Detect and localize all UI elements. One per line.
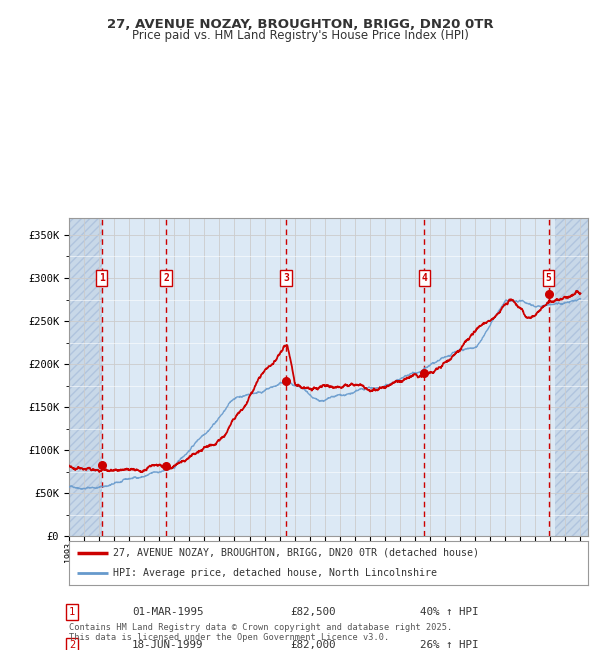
- Text: £82,500: £82,500: [290, 606, 336, 617]
- Text: 26% ↑ HPI: 26% ↑ HPI: [420, 640, 479, 650]
- Text: 5: 5: [545, 273, 551, 283]
- Bar: [69, 218, 81, 536]
- Text: £82,000: £82,000: [290, 640, 336, 650]
- Text: 40% ↑ HPI: 40% ↑ HPI: [420, 606, 479, 617]
- Bar: [555, 218, 588, 536]
- Text: 01-MAR-1995: 01-MAR-1995: [132, 606, 203, 617]
- Text: 27, AVENUE NOZAY, BROUGHTON, BRIGG, DN20 0TR: 27, AVENUE NOZAY, BROUGHTON, BRIGG, DN20…: [107, 18, 493, 31]
- Text: 1: 1: [69, 606, 75, 617]
- Text: Contains HM Land Registry data © Crown copyright and database right 2025.
This d: Contains HM Land Registry data © Crown c…: [69, 623, 452, 642]
- Text: 4: 4: [422, 273, 427, 283]
- Text: 2: 2: [163, 273, 169, 283]
- Text: 18-JUN-1999: 18-JUN-1999: [132, 640, 203, 650]
- Text: HPI: Average price, detached house, North Lincolnshire: HPI: Average price, detached house, Nort…: [113, 568, 437, 578]
- Text: Price paid vs. HM Land Registry's House Price Index (HPI): Price paid vs. HM Land Registry's House …: [131, 29, 469, 42]
- Text: 27, AVENUE NOZAY, BROUGHTON, BRIGG, DN20 0TR (detached house): 27, AVENUE NOZAY, BROUGHTON, BRIGG, DN20…: [113, 548, 479, 558]
- Text: 1: 1: [99, 273, 104, 283]
- Text: 2: 2: [69, 640, 75, 650]
- Bar: [81, 218, 101, 536]
- Text: 3: 3: [283, 273, 289, 283]
